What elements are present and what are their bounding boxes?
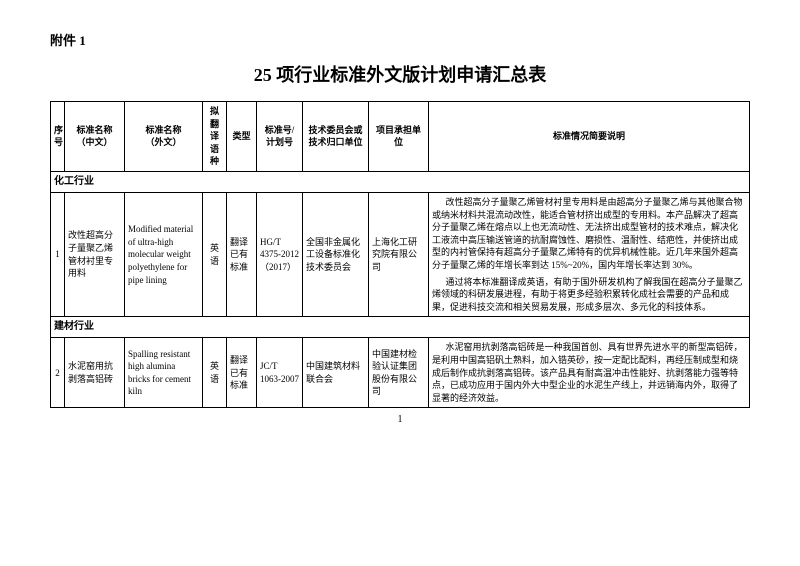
- hdr-type: 类型: [227, 102, 257, 172]
- cell-lang: 英语: [203, 192, 227, 316]
- standards-table: 序号 标准名称 （中文） 标准名称 （外文） 拟翻译语种 类型 标准号/ 计划号…: [50, 101, 750, 408]
- cell-std: HG/T 4375-2012（2017）: [257, 192, 303, 316]
- cell-lang: 英语: [203, 338, 227, 408]
- cell-desc: 改性超高分子量聚乙烯管材衬里专用料是由超高分子量聚乙烯与其他聚合物或纳米材料共混…: [429, 192, 750, 316]
- section-build: 建材行业: [51, 317, 750, 338]
- hdr-idx: 序号: [51, 102, 65, 172]
- cell-org: 上海化工研究院有限公司: [369, 192, 429, 316]
- cell-std: JC/T 1063-2007: [257, 338, 303, 408]
- hdr-std: 标准号/ 计划号: [257, 102, 303, 172]
- section-chem: 化工行业: [51, 171, 750, 192]
- header-row: 序号 标准名称 （中文） 标准名称 （外文） 拟翻译语种 类型 标准号/ 计划号…: [51, 102, 750, 172]
- page-number: 1: [50, 414, 750, 425]
- cell-desc: 水泥窑用抗剥落高铝砖是一种我国首创、具有世界先进水平的新型高铝砖，是利用中国高铝…: [429, 338, 750, 408]
- cell-type: 翻译已有标准: [227, 192, 257, 316]
- hdr-comm: 技术委员会或 技术归口单位: [303, 102, 369, 172]
- cell-idx: 1: [51, 192, 65, 316]
- hdr-en: 标准名称 （外文）: [125, 102, 203, 172]
- cell-zh: 水泥窑用抗剥落高铝砖: [65, 338, 125, 408]
- table-row: 1 改性超高分子量聚乙烯管材衬里专用料 Modified material of…: [51, 192, 750, 316]
- cell-comm: 中国建筑材料联合会: [303, 338, 369, 408]
- cell-comm: 全国非金属化工设备标准化技术委员会: [303, 192, 369, 316]
- cell-zh: 改性超高分子量聚乙烯管材衬里专用料: [65, 192, 125, 316]
- table-row: 2 水泥窑用抗剥落高铝砖 Spalling resistant high alu…: [51, 338, 750, 408]
- hdr-desc: 标准情况简要说明: [429, 102, 750, 172]
- cell-en: Spalling resistant high alumina bricks f…: [125, 338, 203, 408]
- page-title: 25 项行业标准外文版计划申请汇总表: [50, 61, 750, 87]
- cell-idx: 2: [51, 338, 65, 408]
- hdr-org: 项目承担单位: [369, 102, 429, 172]
- hdr-lang: 拟翻译语种: [203, 102, 227, 172]
- cell-en: Modified material of ultra-high molecula…: [125, 192, 203, 316]
- attachment-label: 附件 1: [50, 30, 750, 49]
- cell-type: 翻译已有标准: [227, 338, 257, 408]
- hdr-zh: 标准名称 （中文）: [65, 102, 125, 172]
- cell-org: 中国建材检验认证集团股份有限公司: [369, 338, 429, 408]
